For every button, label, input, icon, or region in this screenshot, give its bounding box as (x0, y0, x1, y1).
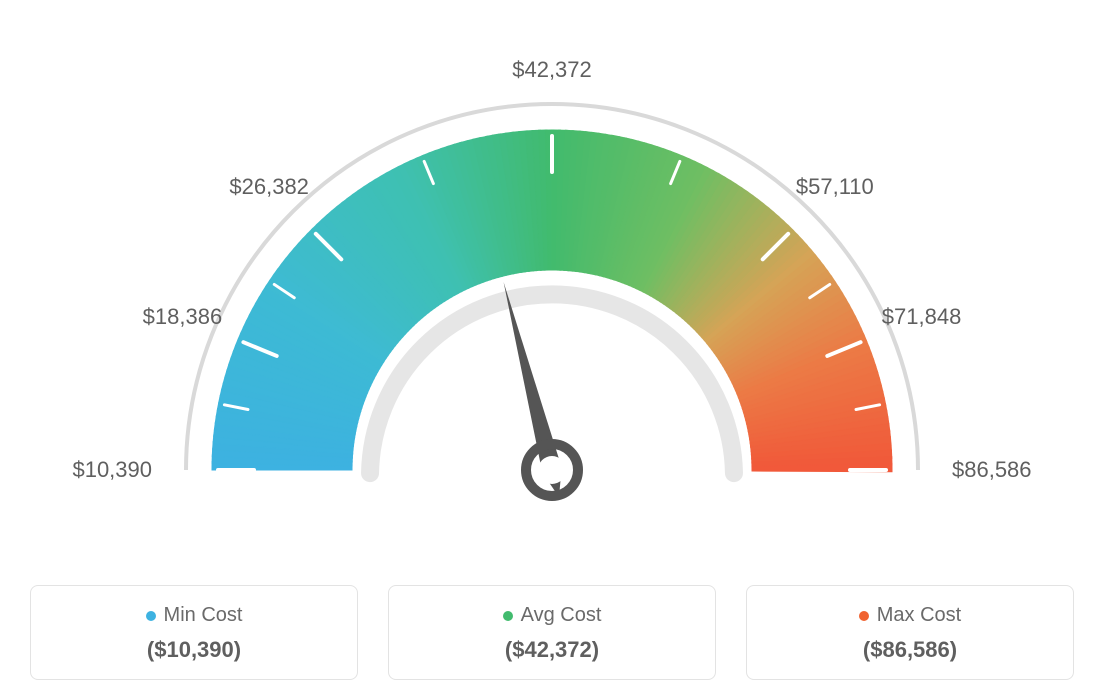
gauge-tick-label: $26,382 (229, 174, 309, 200)
max-cost-value: ($86,586) (757, 637, 1063, 663)
gauge-chart: $10,390 $18,386 $26,382 $42,372 $57,110 $71,8… (0, 0, 1104, 560)
min-dot-icon (146, 611, 156, 621)
max-cost-title: Max Cost (859, 604, 961, 627)
min-cost-card: Min Cost ($10,390) (30, 585, 358, 680)
max-cost-card: Max Cost ($86,586) (746, 585, 1074, 680)
gauge-tick-label: $18,386 (143, 304, 223, 330)
summary-cards: Min Cost ($10,390) Avg Cost ($42,372) Ma… (30, 585, 1074, 680)
avg-cost-card: Avg Cost ($42,372) (388, 585, 716, 680)
max-cost-label: Max Cost (877, 604, 961, 627)
min-cost-label: Min Cost (164, 604, 243, 627)
min-cost-title: Min Cost (146, 604, 243, 627)
gauge-tick-label: $10,390 (72, 457, 152, 483)
avg-dot-icon (503, 611, 513, 621)
gauge-tick-label: $42,372 (512, 57, 592, 83)
gauge-tick-label: $86,586 (952, 457, 1032, 483)
gauge-tick-label: $57,110 (796, 174, 874, 200)
avg-cost-label: Avg Cost (521, 604, 602, 627)
max-dot-icon (859, 611, 869, 621)
avg-cost-title: Avg Cost (503, 604, 602, 627)
avg-cost-value: ($42,372) (399, 637, 705, 663)
min-cost-value: ($10,390) (41, 637, 347, 663)
gauge-svg (102, 40, 1002, 560)
gauge-tick-label: $71,848 (882, 304, 962, 330)
